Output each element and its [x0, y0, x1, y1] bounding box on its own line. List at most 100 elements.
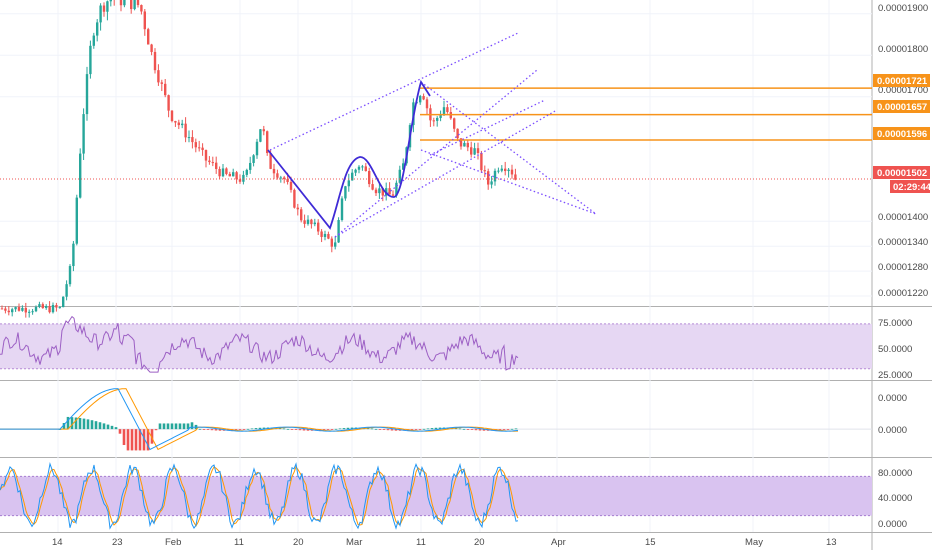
- level-tag: [873, 127, 930, 140]
- macd-histogram-bar: [502, 429, 506, 430]
- rsi-tick-label: 25.0000: [878, 370, 912, 381]
- macd-histogram-bar: [294, 429, 298, 430]
- candle-body: [453, 118, 456, 129]
- price-tick-label: 0.00001700: [878, 85, 928, 96]
- candle-body: [490, 181, 493, 185]
- last-price-tag: [873, 166, 930, 179]
- channel-line: [269, 32, 519, 151]
- candle-body: [4, 308, 7, 311]
- macd-histogram-bar: [138, 429, 142, 451]
- candle-body: [323, 233, 327, 237]
- time-tick-label: Mar: [346, 537, 362, 548]
- price-tick-label: 0.00001280: [878, 262, 928, 273]
- rsi-line: [0, 315, 519, 373]
- macd-histogram-bar: [182, 423, 186, 430]
- candle-body: [218, 168, 221, 177]
- macd-histogram-bar: [374, 428, 378, 430]
- macd-histogram-bar: [394, 429, 398, 431]
- stoch-tick-label: 80.0000: [878, 468, 912, 479]
- macd-histogram-bar: [514, 428, 518, 430]
- price-tick-label: 0.00001800: [878, 44, 928, 55]
- time-tick-label: 20: [474, 537, 485, 548]
- candle-body: [436, 117, 439, 121]
- candle-body: [24, 307, 27, 313]
- candle-body: [361, 166, 364, 168]
- candle-body: [147, 29, 150, 45]
- candle-body: [215, 162, 218, 169]
- candle-body: [402, 163, 405, 170]
- candle-body: [170, 110, 174, 122]
- macd-histogram-bar: [382, 429, 386, 430]
- candle-body: [28, 311, 31, 313]
- pattern-drawing: [267, 79, 431, 230]
- rsi-tick-label: 50.0000: [878, 344, 912, 355]
- macd-histogram-bar: [98, 422, 102, 430]
- price-tick-label: 0.00001900: [878, 3, 928, 14]
- candle-body: [140, 5, 143, 12]
- price-pane[interactable]: [0, 0, 872, 306]
- candle-body: [296, 207, 299, 210]
- stoch-k-line: [0, 462, 519, 530]
- macd-histogram-bar: [342, 428, 346, 430]
- candle-body: [75, 197, 78, 244]
- candle-body: [351, 172, 354, 181]
- macd-histogram-bar: [386, 429, 390, 431]
- candle-body: [334, 242, 337, 247]
- macd-histogram-bar: [478, 429, 482, 431]
- candle-body: [48, 306, 51, 313]
- macd-histogram-bar: [370, 428, 374, 430]
- candle-body: [102, 5, 106, 12]
- candle-body: [198, 147, 201, 149]
- macd-histogram-bar: [70, 417, 74, 430]
- candle-body: [473, 148, 476, 155]
- candle-body: [262, 129, 265, 132]
- candle-body: [85, 74, 89, 115]
- countdown-tag: [890, 180, 930, 193]
- candle-body: [55, 305, 58, 308]
- macd-histogram-bar: [254, 428, 258, 430]
- macd-histogram-bar: [242, 429, 246, 430]
- price-tick-label: 0.00001340: [878, 237, 928, 248]
- price-tick-label: 0.00001400: [878, 212, 928, 223]
- last-price-label: 0.00001502: [877, 168, 927, 179]
- macd-histogram-bar: [234, 429, 238, 431]
- candle-body: [371, 184, 374, 190]
- candle-body: [160, 82, 163, 84]
- macd-histogram-bar: [74, 417, 78, 430]
- candle-body: [62, 296, 65, 308]
- macd-tick-label: 0.0000: [878, 393, 907, 404]
- macd-histogram-bar: [466, 429, 470, 430]
- candle-body: [123, 0, 126, 6]
- macd-histogram-bar: [214, 429, 218, 431]
- candle-body: [109, 0, 112, 2]
- time-tick-label: May: [745, 537, 763, 548]
- macd-histogram-bar: [146, 429, 150, 451]
- macd-histogram-bar: [366, 428, 370, 430]
- macd-histogram-bar: [278, 428, 282, 430]
- candle-body: [72, 243, 75, 267]
- macd-histogram-bar: [190, 422, 194, 430]
- candle-body: [96, 22, 99, 36]
- candle-body: [497, 170, 500, 172]
- macd-histogram-bar: [438, 427, 442, 430]
- macd-histogram-bar: [78, 417, 82, 430]
- candle-body: [310, 219, 313, 225]
- macd-histogram-bar: [482, 429, 486, 431]
- candle-body: [493, 170, 497, 182]
- candle-body: [153, 51, 157, 71]
- candle-body: [374, 189, 378, 194]
- macd-histogram-bar: [82, 418, 86, 430]
- candle-body: [272, 168, 276, 174]
- candle-body: [357, 166, 361, 170]
- macd-histogram-bar: [378, 429, 382, 430]
- macd-histogram-bar: [202, 429, 206, 430]
- macd-pane[interactable]: [0, 381, 872, 457]
- candle-body: [439, 115, 442, 118]
- candle-body: [266, 131, 269, 154]
- macd-histogram-bar: [422, 428, 426, 430]
- macd-histogram-bar: [102, 423, 106, 430]
- macd-histogram-bar: [506, 429, 510, 430]
- candle-body: [378, 188, 381, 194]
- candle-body: [89, 45, 92, 75]
